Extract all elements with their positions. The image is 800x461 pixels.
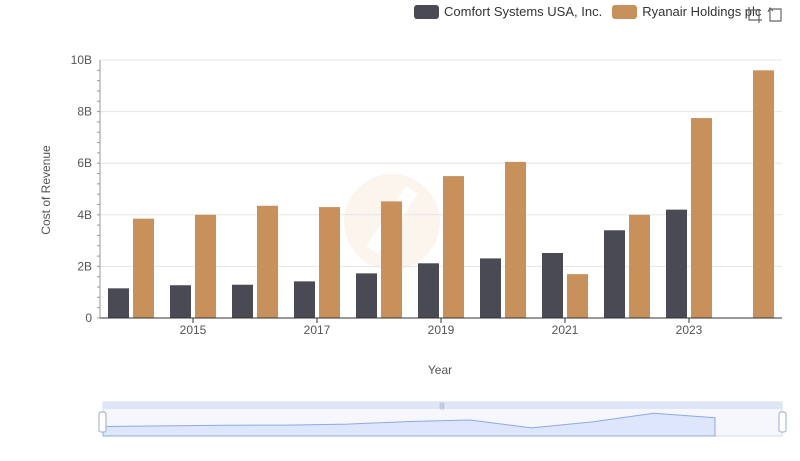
bar-ryanair-2020[interactable] xyxy=(505,161,526,318)
bar-ryanair-2014[interactable] xyxy=(133,218,154,318)
y-tick-label: 2B xyxy=(77,259,92,273)
y-tick-label: 4B xyxy=(77,208,92,222)
bar-comfort-systems-2018[interactable] xyxy=(356,273,377,318)
bar-ryanair-2015[interactable] xyxy=(195,214,216,318)
legend-swatch-ryanair xyxy=(612,4,638,19)
zoom-top-bar[interactable] xyxy=(103,402,782,409)
legend: Comfort Systems USA, Inc. Ryanair Holdin… xyxy=(414,4,771,19)
bar-ryanair-2019[interactable] xyxy=(443,176,464,318)
bar-ryanair-2021[interactable] xyxy=(567,274,588,318)
bar-comfort-systems-2021[interactable] xyxy=(542,252,563,318)
x-tick-label: 2023 xyxy=(676,323,703,337)
bar-ryanair-2017[interactable] xyxy=(319,207,340,318)
bar-comfort-systems-2022[interactable] xyxy=(604,230,625,318)
x-axis-label: Year xyxy=(428,363,452,377)
zoom-handle-right[interactable] xyxy=(778,411,787,433)
bar-comfort-systems-2016[interactable] xyxy=(232,284,253,318)
x-tick-label: 2019 xyxy=(428,323,455,337)
y-tick-label: 6B xyxy=(77,156,92,170)
bar-ryanair-2018[interactable] xyxy=(381,201,402,318)
zoom-grip-icon[interactable]: ||| xyxy=(439,403,445,410)
x-tick-label: 2015 xyxy=(180,323,207,337)
legend-label-comfort-systems: Comfort Systems USA, Inc. xyxy=(444,4,603,19)
bar-comfort-systems-2015[interactable] xyxy=(170,285,191,318)
bar-ryanair-2023[interactable] xyxy=(691,118,712,318)
bar-ryanair-2024[interactable] xyxy=(753,70,774,318)
y-tick-label: 8B xyxy=(77,105,92,119)
bar-ryanair-2016[interactable] xyxy=(257,205,278,318)
bar-comfort-systems-2023[interactable] xyxy=(666,209,687,318)
toolbox xyxy=(745,6,789,24)
y-axis-label: Cost of Revenue xyxy=(39,145,53,235)
legend-item-comfort-systems[interactable]: Comfort Systems USA, Inc. xyxy=(414,4,602,19)
zoom-handle-left[interactable] xyxy=(98,411,107,433)
legend-label-ryanair: Ryanair Holdings plc xyxy=(642,4,762,19)
bar-comfort-systems-2019[interactable] xyxy=(418,263,439,318)
data-zoom-slider[interactable]: ||| xyxy=(98,401,787,437)
bar-comfort-systems-2020[interactable] xyxy=(480,258,501,318)
legend-item-ryanair[interactable]: Ryanair Holdings plc xyxy=(612,4,761,19)
zoom-select-icon[interactable] xyxy=(745,6,763,24)
restore-icon[interactable] xyxy=(767,6,785,24)
bar-comfort-systems-2017[interactable] xyxy=(294,281,315,318)
y-tick-label: 10B xyxy=(71,53,92,67)
bar-comfort-systems-2014[interactable] xyxy=(108,288,129,318)
legend-swatch-comfort-systems xyxy=(414,4,439,19)
x-tick-label: 2021 xyxy=(552,323,579,337)
x-tick-label: 2017 xyxy=(304,323,331,337)
bar-ryanair-2022[interactable] xyxy=(629,214,650,318)
y-tick-label: 0 xyxy=(85,311,92,325)
zoom-preview-area xyxy=(102,412,716,437)
